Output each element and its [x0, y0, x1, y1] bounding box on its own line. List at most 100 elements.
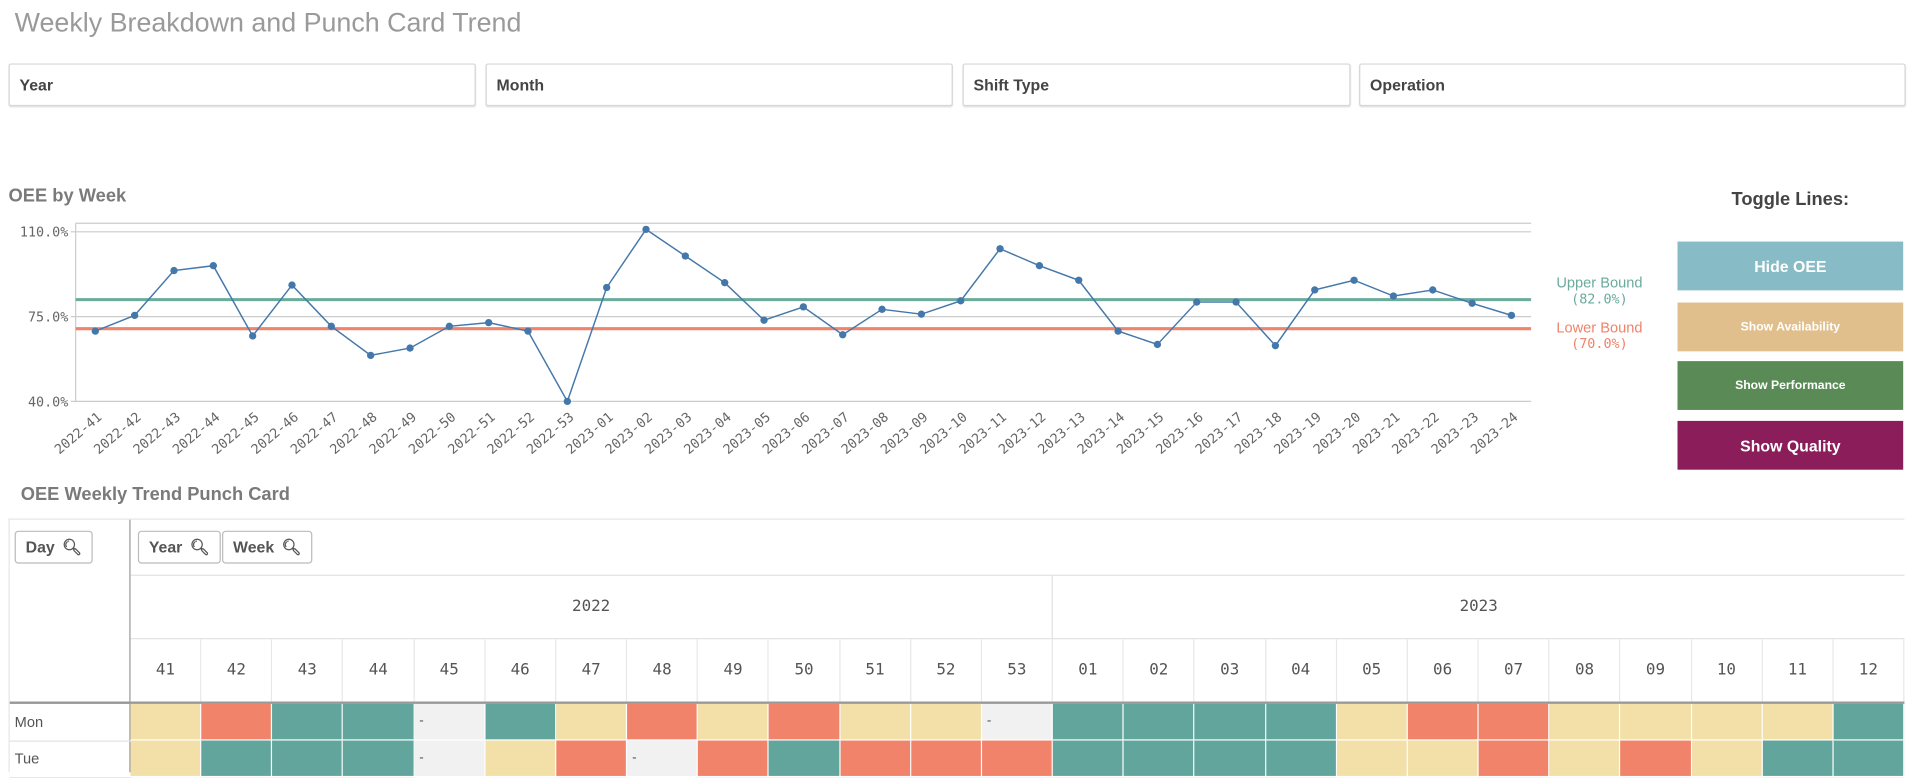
punch-cell[interactable] [1833, 740, 1905, 778]
punch-cell[interactable] [1620, 740, 1692, 778]
day-dimension-button[interactable]: Day 🔍︎ [14, 530, 94, 564]
week-header[interactable]: 10 [1692, 639, 1763, 703]
punch-cell[interactable] [1833, 703, 1905, 741]
punch-cell[interactable] [1620, 703, 1692, 741]
punch-cell[interactable] [556, 740, 628, 778]
punch-cell[interactable] [911, 703, 982, 741]
data-point [681, 252, 690, 260]
punch-cell[interactable] [556, 703, 628, 741]
year-header[interactable]: 2022 [130, 575, 1053, 640]
data-point [1075, 276, 1083, 284]
week-header[interactable]: 04 [1266, 639, 1337, 703]
punch-cell[interactable] [1478, 703, 1550, 741]
week-header[interactable]: 50 [769, 639, 841, 703]
week-header[interactable]: 43 [272, 639, 344, 703]
punch-cell[interactable] [1194, 703, 1266, 741]
data-point [878, 305, 886, 313]
punch-cell[interactable] [1336, 740, 1408, 778]
punch-cell[interactable] [1336, 703, 1408, 741]
punch-cell[interactable]: - [981, 703, 1053, 741]
week-header[interactable]: 42 [201, 639, 273, 703]
punch-cell[interactable] [1407, 740, 1479, 778]
punch-cell[interactable] [485, 740, 557, 778]
show-availability-button[interactable]: Show Availability [1677, 302, 1904, 352]
week-header[interactable]: 46 [485, 639, 557, 703]
week-header[interactable]: 45 [414, 639, 486, 703]
year-dimension-button[interactable]: Year 🔍︎ [137, 530, 221, 564]
punch-cell[interactable] [1265, 740, 1337, 778]
year-header[interactable]: 2023 [1052, 576, 1905, 640]
week-header[interactable]: 07 [1479, 639, 1550, 703]
data-point [1153, 340, 1162, 349]
week-header[interactable]: 11 [1762, 639, 1834, 703]
punch-cell[interactable] [1762, 740, 1834, 778]
punch-card-title: OEE Weekly Trend Punch Card [20, 484, 290, 506]
week-header[interactable]: 44 [343, 639, 415, 703]
punch-cell[interactable] [769, 703, 841, 741]
punch-cell[interactable] [1265, 703, 1337, 741]
punch-cell[interactable] [627, 703, 699, 741]
punch-cell[interactable]: - [627, 740, 699, 778]
week-header[interactable]: 51 [840, 639, 912, 703]
data-point [1271, 342, 1280, 350]
punch-cell[interactable] [1194, 740, 1266, 778]
punch-cell[interactable] [698, 740, 770, 778]
punch-cell[interactable] [1407, 703, 1479, 741]
punch-cell[interactable] [1549, 703, 1621, 741]
punch-cell[interactable] [343, 703, 415, 741]
filter-shift-type[interactable]: Shift Type [962, 63, 1351, 107]
show-quality-button[interactable]: Show Quality [1677, 420, 1904, 470]
hide-oee-button[interactable]: Hide OEE [1677, 241, 1904, 291]
filter-month[interactable]: Month [485, 63, 953, 107]
punch-cell[interactable] [1762, 703, 1834, 741]
punch-cell[interactable] [130, 740, 202, 778]
punch-cell[interactable] [272, 740, 344, 778]
punch-cell[interactable] [1052, 740, 1124, 778]
punch-cell[interactable] [840, 703, 912, 741]
week-header[interactable]: 02 [1124, 639, 1195, 703]
week-header[interactable]: 53 [982, 639, 1053, 703]
filter-operation[interactable]: Operation [1359, 63, 1906, 107]
punch-cell[interactable] [201, 703, 273, 741]
punch-cell[interactable] [769, 740, 841, 778]
punch-cell[interactable] [485, 703, 557, 741]
data-point [1429, 286, 1437, 294]
week-header[interactable]: 01 [1053, 639, 1124, 703]
filter-year[interactable]: Year [8, 63, 476, 107]
data-point [1468, 299, 1476, 307]
show-performance-button[interactable]: Show Performance [1677, 361, 1904, 410]
punch-cell[interactable] [1052, 703, 1124, 741]
punch-cell[interactable] [698, 703, 770, 741]
punch-cell[interactable] [343, 740, 415, 778]
data-point [1311, 286, 1319, 294]
week-dimension-button[interactable]: Week 🔍︎ [222, 530, 313, 564]
punch-cell[interactable]: - [414, 740, 486, 778]
punch-cell[interactable] [1478, 740, 1550, 778]
data-point [130, 311, 139, 320]
week-header[interactable]: 52 [911, 639, 982, 703]
row-label-tue: Tue [14, 750, 40, 768]
punch-cell[interactable] [1123, 703, 1195, 741]
punch-cell[interactable] [201, 740, 273, 778]
punch-cell[interactable] [1691, 740, 1763, 778]
punch-cell[interactable] [1123, 740, 1195, 778]
punch-cell[interactable] [1691, 703, 1763, 741]
week-header[interactable]: 47 [556, 639, 628, 703]
punch-cell[interactable] [981, 740, 1053, 778]
punch-cell[interactable] [130, 703, 202, 741]
punch-cell[interactable] [911, 740, 982, 778]
punch-cell[interactable] [1549, 740, 1621, 778]
week-header[interactable]: 12 [1833, 639, 1905, 703]
week-header[interactable]: 48 [627, 639, 699, 703]
week-header[interactable]: 41 [131, 639, 202, 703]
punch-cell[interactable]: - [414, 703, 486, 741]
week-header[interactable]: 06 [1408, 639, 1479, 703]
week-header[interactable]: 09 [1621, 639, 1692, 703]
punch-cell[interactable] [272, 703, 344, 741]
week-header[interactable]: 08 [1550, 639, 1621, 703]
week-header[interactable]: 49 [698, 639, 770, 703]
week-header[interactable]: 05 [1337, 639, 1408, 703]
week-header[interactable]: 03 [1195, 639, 1266, 703]
punch-cell[interactable] [840, 740, 912, 778]
chart-title: OEE by Week [8, 185, 127, 207]
